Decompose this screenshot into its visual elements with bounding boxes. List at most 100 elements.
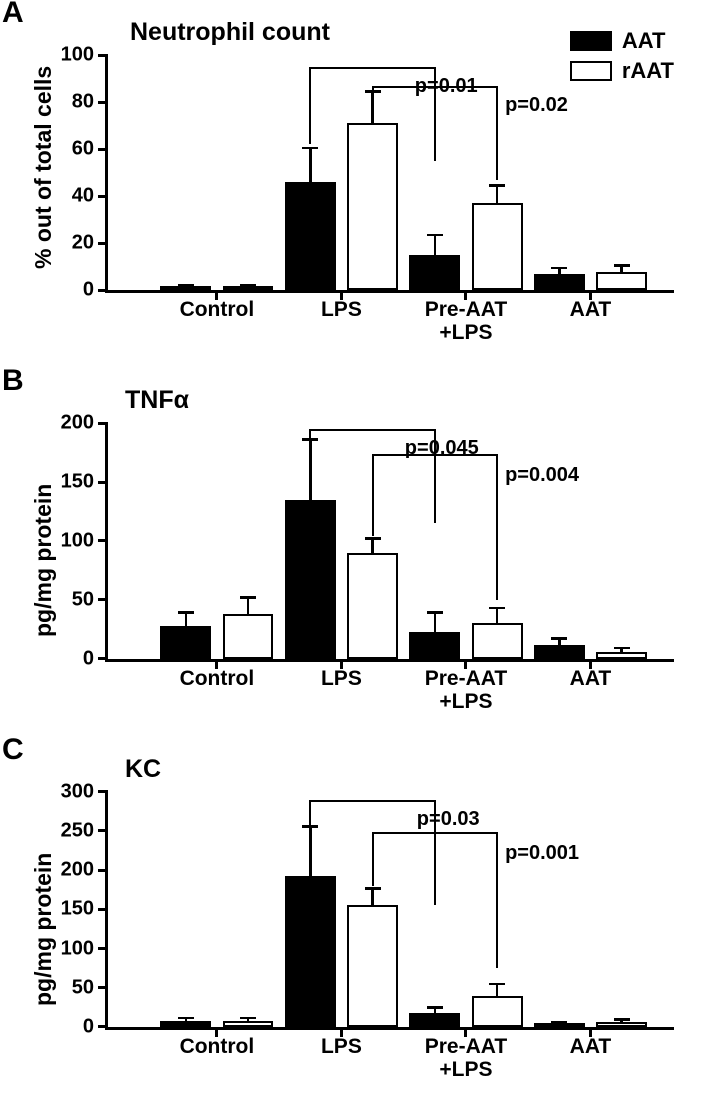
bar [223,614,274,659]
error-cap [489,983,505,986]
error-bar [620,1021,623,1023]
bar [409,1013,460,1027]
error-bar [558,1024,561,1025]
y-tick-label: 20 [72,232,94,255]
x-tick-label: AAT [570,1035,612,1058]
x-tick-label: AAT [570,298,612,321]
panel-title: Neutrophil count [130,18,330,47]
y-tick-label: 60 [72,138,94,161]
bar [472,203,523,290]
bar [534,645,585,659]
error-cap [178,1017,194,1020]
error-cap [302,825,318,828]
y-tick [98,829,108,832]
error-cap [614,1018,630,1021]
y-tick [98,598,108,601]
panel-B: BTNFα050100150200ControlLPSPre-AAT+LPSAA… [0,368,704,736]
panel-C: CKC050100150200250300ControlLPSPre-AAT+L… [0,737,704,1105]
error-cap [551,267,567,270]
error-cap [240,284,256,287]
error-bar [558,269,561,274]
x-tick-label: LPS [321,298,362,321]
plot-area: 050100150200250300ControlLPSPre-AAT+LPSA… [105,792,674,1030]
panel-title: TNFα [125,386,189,415]
x-tick-label: AAT [570,667,612,690]
significance-drop [309,429,311,438]
y-tick [98,790,108,793]
y-tick-label: 50 [72,976,94,999]
error-cap [614,647,630,650]
y-tick-label: 100 [61,529,94,552]
y-tick-label: 0 [83,279,94,302]
error-cap [489,607,505,610]
error-cap [427,1006,443,1009]
error-bar [309,441,312,500]
significance-drop [496,86,498,180]
significance-line [310,800,435,802]
plot-area: 050100150200ControlLPSPre-AAT+LPSAATp=0.… [105,423,674,661]
bar [596,652,647,659]
significance-drop [372,86,374,91]
error-bar [371,93,374,124]
significance-drop [309,67,311,145]
error-bar [371,540,374,553]
bar [285,500,336,659]
x-tick-label: LPS [321,667,362,690]
bar [347,905,398,1027]
bar [160,626,211,659]
y-tick [98,481,108,484]
error-bar [620,267,623,272]
bar [285,182,336,290]
panel-letter: A [2,0,24,30]
x-tick-label: Pre-AAT+LPS [425,1035,507,1081]
error-bar [496,609,499,623]
panel-title: KC [125,755,161,784]
bar [596,272,647,291]
error-cap [178,284,194,287]
error-bar [247,599,250,614]
bar [347,123,398,290]
error-bar [371,890,374,906]
y-tick-label: 200 [61,859,94,882]
error-cap [240,1017,256,1020]
error-cap [614,264,630,267]
error-cap [240,596,256,599]
bar [472,623,523,658]
x-tick-label: Control [180,1035,255,1058]
error-bar [496,187,499,203]
significance-line [373,86,498,88]
legend-swatch [570,31,612,51]
p-value-label: p=0.045 [405,437,479,460]
y-tick-label: 300 [61,780,94,803]
y-tick-label: 100 [61,937,94,960]
y-tick [98,422,108,425]
plot-area: 020406080100ControlLPSPre-AAT+LPSAATp=0.… [105,55,674,293]
bar [409,255,460,290]
y-tick-label: 40 [72,185,94,208]
error-bar [434,614,437,632]
error-cap [551,1021,567,1024]
y-tick [98,54,108,57]
y-tick-label: 100 [61,44,94,67]
p-value-label: p=0.02 [505,94,568,117]
error-bar [247,1019,250,1021]
error-cap [178,611,194,614]
x-tick-label: Control [180,667,255,690]
significance-line [310,67,435,69]
significance-drop [309,800,311,825]
y-tick [98,869,108,872]
significance-drop [372,454,374,536]
p-value-label: p=0.03 [417,808,480,831]
error-bar [496,985,499,995]
error-bar [185,287,188,288]
error-cap [427,234,443,237]
error-cap [365,90,381,93]
bar [534,274,585,290]
y-tick [98,1025,108,1028]
p-value-label: p=0.001 [505,842,579,865]
y-tick [98,908,108,911]
bar [596,1022,647,1027]
significance-drop [372,832,374,885]
p-value-label: p=0.004 [505,464,579,487]
panel-A: ANeutrophil countAATrAAT020406080100Cont… [0,0,704,368]
